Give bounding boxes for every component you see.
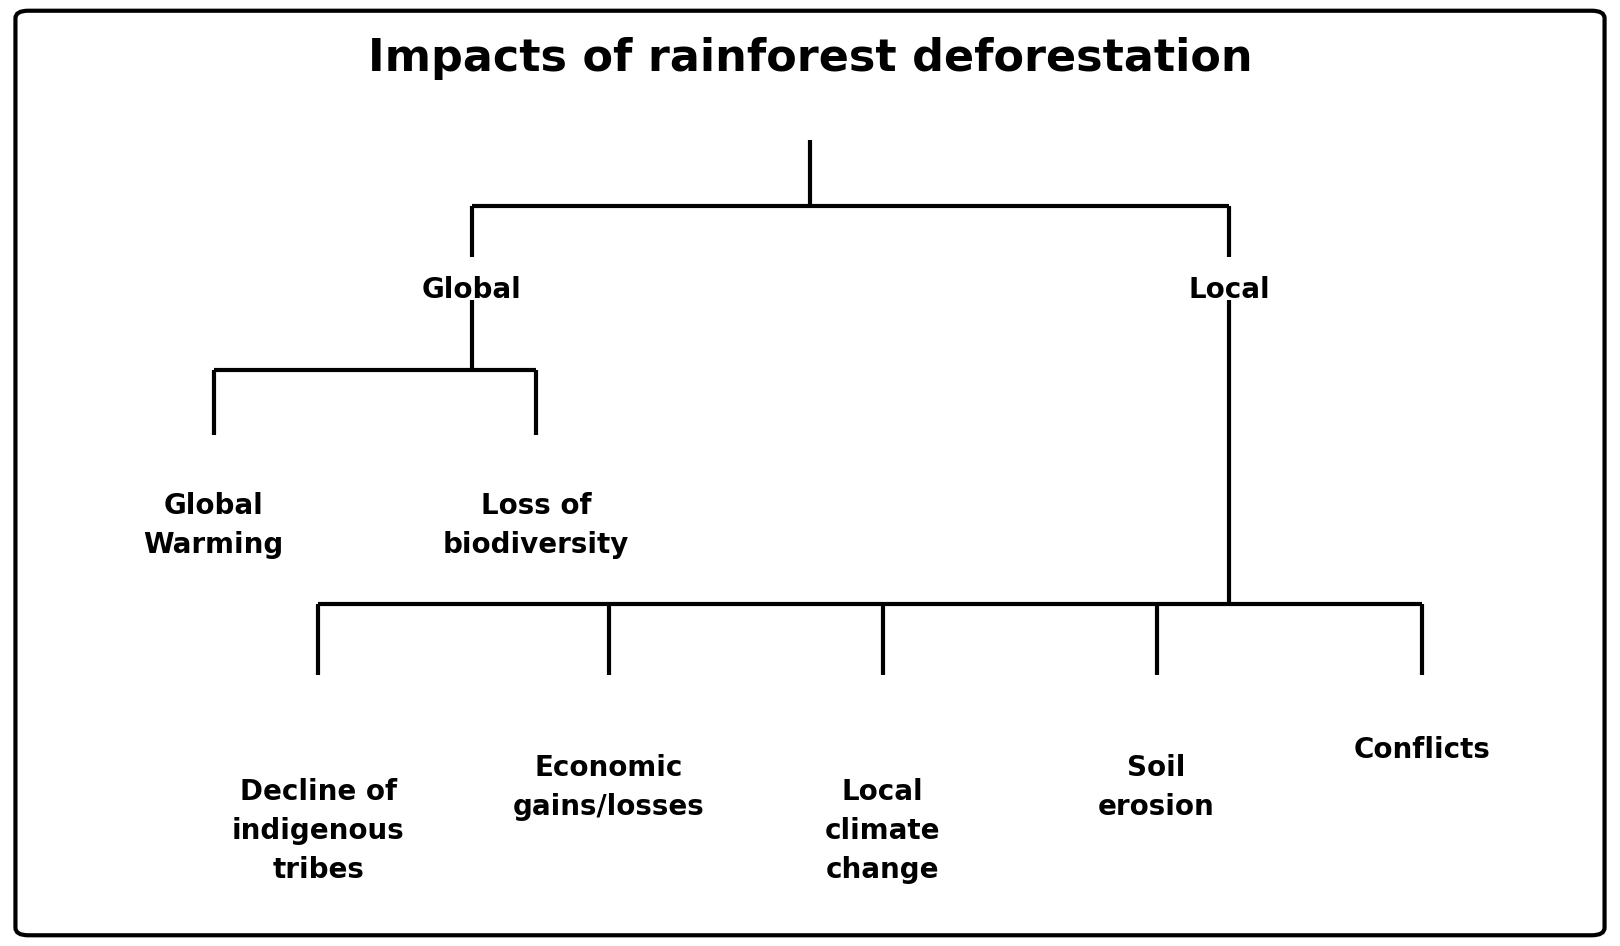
Text: Economic
gains/losses: Economic gains/losses — [512, 754, 705, 821]
Text: Decline of
indigenous
tribes: Decline of indigenous tribes — [232, 778, 405, 884]
Text: Soil
erosion: Soil erosion — [1098, 754, 1215, 821]
Text: Global
Warming: Global Warming — [144, 492, 284, 559]
Text: Conflicts: Conflicts — [1354, 736, 1490, 763]
Text: Impacts of rainforest deforestation: Impacts of rainforest deforestation — [368, 37, 1252, 80]
Text: Local: Local — [1187, 276, 1270, 304]
Text: Local
climate
change: Local climate change — [825, 778, 940, 884]
Text: Loss of
biodiversity: Loss of biodiversity — [442, 492, 629, 559]
Text: Global: Global — [421, 276, 522, 304]
